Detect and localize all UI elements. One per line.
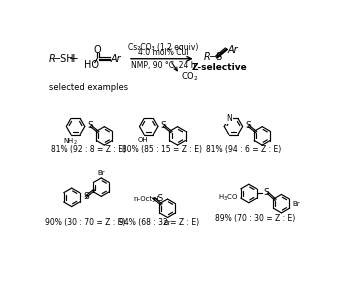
Text: Br: Br (164, 220, 171, 226)
Text: S: S (83, 192, 89, 201)
Text: n-Octyl: n-Octyl (133, 196, 159, 202)
Text: Cs₂CO₃ (1.2 equiv): Cs₂CO₃ (1.2 equiv) (128, 43, 199, 52)
Text: CO$_2$: CO$_2$ (181, 71, 199, 83)
Text: NMP, 90 °C, 24 h: NMP, 90 °C, 24 h (131, 61, 196, 70)
Text: Z-selective: Z-selective (192, 63, 247, 72)
Text: Br: Br (292, 201, 300, 207)
Text: HO: HO (84, 60, 99, 70)
Text: 81% (92 : 8 = Z : E): 81% (92 : 8 = Z : E) (51, 145, 126, 154)
Text: S: S (245, 121, 251, 130)
Text: Ar: Ar (227, 45, 238, 55)
Text: 94% (68 : 32 = Z : E): 94% (68 : 32 = Z : E) (119, 218, 199, 227)
Text: Ar: Ar (111, 54, 121, 64)
Text: −SH: −SH (53, 54, 74, 64)
Text: R: R (48, 54, 55, 64)
Text: 80% (85 : 15 = Z : E): 80% (85 : 15 = Z : E) (122, 145, 202, 154)
Text: +: + (69, 52, 79, 65)
Text: R: R (204, 52, 211, 62)
Text: S: S (264, 188, 269, 197)
Text: −S: −S (209, 52, 223, 62)
Text: O: O (93, 45, 101, 55)
Text: 4.0 mol% CuI: 4.0 mol% CuI (138, 48, 188, 57)
Text: OH: OH (138, 137, 148, 143)
Text: −S: −S (150, 194, 164, 203)
Text: 81% (94 : 6 = Z : E): 81% (94 : 6 = Z : E) (206, 145, 281, 154)
Text: Br: Br (98, 170, 105, 176)
Text: 90% (30 : 70 = Z : E): 90% (30 : 70 = Z : E) (45, 218, 126, 227)
Text: 89% (70 : 30 = Z : E): 89% (70 : 30 = Z : E) (215, 214, 295, 223)
Text: S: S (160, 121, 166, 130)
Text: H$_3$CO: H$_3$CO (218, 193, 238, 203)
Text: S: S (87, 121, 93, 130)
Text: NH$_2$: NH$_2$ (63, 137, 78, 147)
Text: selected examples: selected examples (48, 83, 128, 92)
Text: N: N (226, 114, 232, 123)
